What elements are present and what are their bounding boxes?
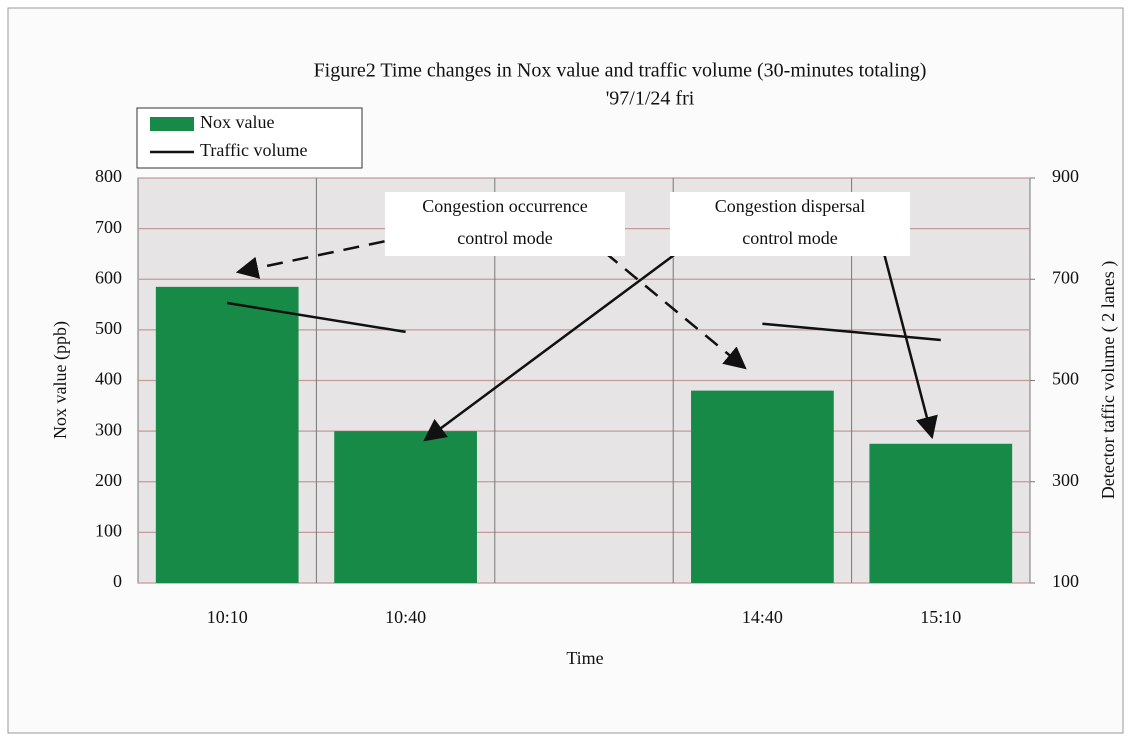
y-tick-label: 700 bbox=[95, 217, 122, 237]
y2-axis-label: Detector taffic volume ( 2 lanes ) bbox=[1098, 261, 1119, 500]
legend-label: Nox value bbox=[200, 112, 274, 132]
line-series bbox=[227, 301, 406, 334]
y2-tick-label: 500 bbox=[1052, 369, 1079, 389]
y-tick-label: 0 bbox=[113, 571, 122, 591]
y2-tick-label: 100 bbox=[1052, 571, 1079, 591]
y2-tick-label: 300 bbox=[1052, 470, 1079, 490]
x-tick-label: 14:40 bbox=[742, 607, 783, 627]
bar bbox=[869, 443, 1013, 583]
annotation-text: control mode bbox=[457, 228, 552, 248]
legend-swatch bbox=[150, 117, 194, 131]
chart-subtitle: '97/1/24 fri bbox=[606, 88, 695, 110]
y-tick-label: 100 bbox=[95, 521, 122, 541]
annotation-text: control mode bbox=[742, 228, 837, 248]
annotation-box bbox=[385, 192, 625, 256]
x-axis-label: Time bbox=[566, 648, 603, 668]
annotation-arrow bbox=[423, 236, 698, 442]
x-tick-label: 15:10 bbox=[920, 607, 961, 627]
y-tick-label: 800 bbox=[95, 166, 122, 186]
line-series bbox=[762, 322, 941, 342]
y2-tick-label: 700 bbox=[1052, 267, 1079, 287]
legend: Nox value Traffic volume bbox=[136, 107, 363, 169]
chart-title: Figure2 Time changes in Nox value and tr… bbox=[314, 60, 927, 82]
bar bbox=[155, 286, 299, 583]
annotation-text: Congestion occurrence bbox=[422, 196, 587, 216]
y-tick-label: 500 bbox=[95, 318, 122, 338]
legend-label: Traffic volume bbox=[200, 140, 308, 160]
annotation-box bbox=[670, 192, 910, 256]
y-tick-label: 200 bbox=[95, 470, 122, 490]
bar bbox=[334, 431, 477, 583]
y-axis-label: Nox value (ppb) bbox=[50, 321, 71, 439]
annotation-text: Congestion dispersal bbox=[715, 196, 866, 216]
y-tick-label: 300 bbox=[95, 419, 122, 439]
y-tick-label: 400 bbox=[95, 369, 122, 389]
annotation-arrow bbox=[584, 235, 747, 370]
annotation-arrow bbox=[878, 237, 938, 440]
y-tick-label: 600 bbox=[95, 267, 122, 287]
y2-tick-label: 900 bbox=[1052, 166, 1079, 186]
x-tick-label: 10:10 bbox=[207, 607, 248, 627]
annotation-arrow bbox=[235, 234, 411, 279]
x-tick-label: 10:40 bbox=[385, 607, 426, 627]
bar bbox=[691, 390, 834, 583]
